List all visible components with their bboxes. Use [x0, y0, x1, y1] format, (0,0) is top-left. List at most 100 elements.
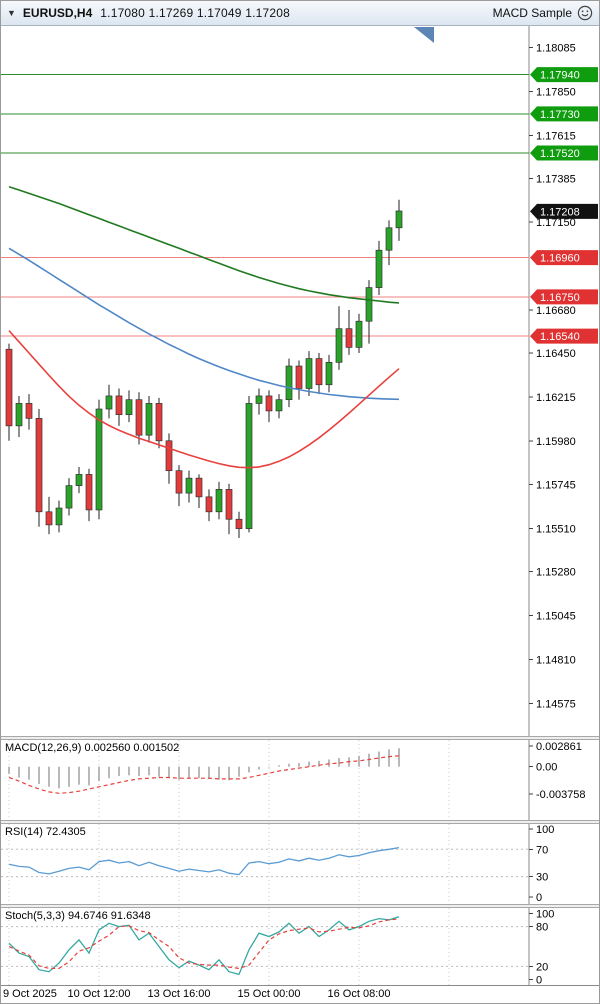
time-axis-label: 16 Oct 08:00	[327, 988, 391, 1000]
bear-candle	[165, 440, 173, 472]
expert-name-label: MACD Sample	[492, 6, 572, 20]
price-tick-label: 1.15980	[536, 436, 576, 448]
ma-fast-red	[8, 330, 400, 469]
bear-candle	[265, 395, 273, 412]
bull-candle	[395, 210, 403, 229]
bull-candle	[365, 287, 373, 322]
bear-candle	[5, 348, 13, 427]
stoch-indicator-label: Stoch(5,3,3) 94.6746 91.6348	[5, 910, 151, 922]
bull-candle	[245, 403, 253, 529]
time-axis-label: 13 Oct 16:00	[147, 988, 211, 1000]
chart-shift-marker[interactable]	[414, 27, 434, 43]
support-price-badge	[530, 250, 598, 266]
bull-candle	[75, 474, 83, 486]
bear-candle	[85, 474, 93, 511]
time-axis-label: 10 Oct 12:00	[67, 988, 131, 1000]
bull-candle	[145, 403, 153, 436]
panel-resize-handle[interactable]	[1, 820, 599, 824]
support-price-badge-label: 1.16960	[540, 253, 580, 265]
panel-tick-label: 100	[536, 824, 554, 836]
bull-candle	[355, 320, 363, 348]
bear-candle	[35, 418, 43, 513]
bear-candle	[345, 328, 353, 348]
panel-tick-label: 0.00	[536, 762, 557, 774]
panel-tick-label: 0	[536, 892, 542, 904]
stoch-panel-canvas[interactable]: 100 80 20 0	[1, 908, 600, 985]
expert-smiley-icon[interactable]	[577, 5, 593, 21]
macd-panel-canvas[interactable]: 0.002861 0.00 -0.003758	[1, 740, 600, 820]
resistance-price-badge	[530, 106, 598, 122]
stoch-k-line	[8, 916, 400, 976]
bull-candle	[275, 399, 283, 412]
time-axis[interactable]: 9 Oct 2025 10 Oct 12:00 13 Oct 16:00 15 Oct…	[1, 986, 599, 1003]
bull-candle	[105, 395, 113, 410]
current-price-badge	[530, 203, 598, 219]
rsi-line	[8, 846, 400, 876]
price-tick-label: 1.14575	[536, 698, 576, 710]
time-axis-label: 9 Oct 2025	[3, 988, 57, 1000]
bear-candle	[205, 496, 213, 513]
support-price-badge	[530, 289, 598, 305]
current-price-badge-label: 1.17208	[540, 206, 580, 218]
macd-signal-line	[8, 755, 400, 794]
bear-candle	[25, 403, 33, 419]
macd-indicator-label: MACD(12,26,9) 0.002560 0.001502	[5, 742, 180, 754]
bull-candle	[385, 227, 393, 251]
price-tick-label: 1.15280	[536, 567, 576, 579]
symbol-timeframe-label: EURUSD,H4	[22, 6, 93, 20]
price-tick-label: 1.17150	[536, 217, 576, 229]
panel-tick-label: 30	[536, 872, 548, 884]
resistance-price-badge	[530, 145, 598, 161]
price-tick-label: 1.16450	[536, 348, 576, 360]
time-axis-separator	[1, 985, 599, 986]
bear-candle	[195, 477, 203, 498]
ma-mid-blue	[8, 247, 400, 401]
bull-candle	[325, 361, 333, 386]
bull-candle	[55, 507, 63, 526]
panel-resize-handle[interactable]	[1, 904, 599, 908]
ohlc-quote-label: 1.17080 1.17269 1.17049 1.17208	[100, 6, 290, 20]
bull-candle	[15, 403, 23, 427]
price-tick-label: 1.17385	[536, 173, 576, 185]
rsi-indicator-label: RSI(14) 72.4305	[5, 826, 86, 838]
bear-candle	[175, 470, 183, 494]
price-chart-canvas[interactable]: 1.18085 1.17850 1.17615 1.17385 1.17150 1.166…	[1, 26, 600, 736]
bull-candle	[285, 365, 293, 401]
price-tick-label: 1.17615	[536, 130, 576, 142]
price-tick-label: 1.16215	[536, 392, 576, 404]
bull-candle	[65, 485, 73, 509]
bear-candle	[45, 511, 53, 526]
chart-menu-icon[interactable]: ▼	[7, 8, 16, 18]
bear-candle	[115, 395, 123, 415]
bull-candle	[255, 395, 263, 404]
bear-candle	[135, 399, 143, 436]
panel-tick-label: 20	[536, 961, 548, 973]
panel-tick-label: 100	[536, 908, 554, 920]
price-tick-label: 1.14810	[536, 654, 576, 666]
price-tick-label: 1.15510	[536, 524, 576, 536]
panel-tick-label: 0	[536, 975, 542, 985]
resistance-price-badge-label: 1.17940	[540, 70, 580, 82]
bear-candle	[295, 365, 303, 389]
bear-candle	[235, 518, 243, 529]
time-axis-label: 15 Oct 00:00	[237, 988, 301, 1000]
chart-title-bar: ▼ EURUSD,H4 1.17080 1.17269 1.17049 1.17…	[1, 1, 599, 26]
price-tick-label: 1.15045	[536, 610, 576, 622]
rsi-panel-canvas[interactable]: 100 70 30 0	[1, 824, 600, 904]
bear-candle	[155, 403, 163, 442]
panel-tick-label: 0.002861	[536, 741, 582, 753]
price-tick-label: 1.16680	[536, 305, 576, 317]
panel-tick-label: -0.003758	[536, 789, 586, 801]
panel-resize-handle[interactable]	[1, 736, 599, 740]
bull-candle	[185, 477, 193, 494]
bull-candle	[95, 408, 103, 511]
panel-tick-label: 80	[536, 922, 548, 934]
price-tick-label: 1.18085	[536, 42, 576, 54]
support-price-badge-label: 1.16750	[540, 292, 580, 304]
bull-candle	[125, 399, 133, 415]
price-tick-label: 1.15745	[536, 480, 576, 492]
resistance-price-badge-label: 1.17730	[540, 109, 580, 121]
bear-candle	[315, 358, 323, 386]
price-tick-label: 1.17850	[536, 86, 576, 98]
